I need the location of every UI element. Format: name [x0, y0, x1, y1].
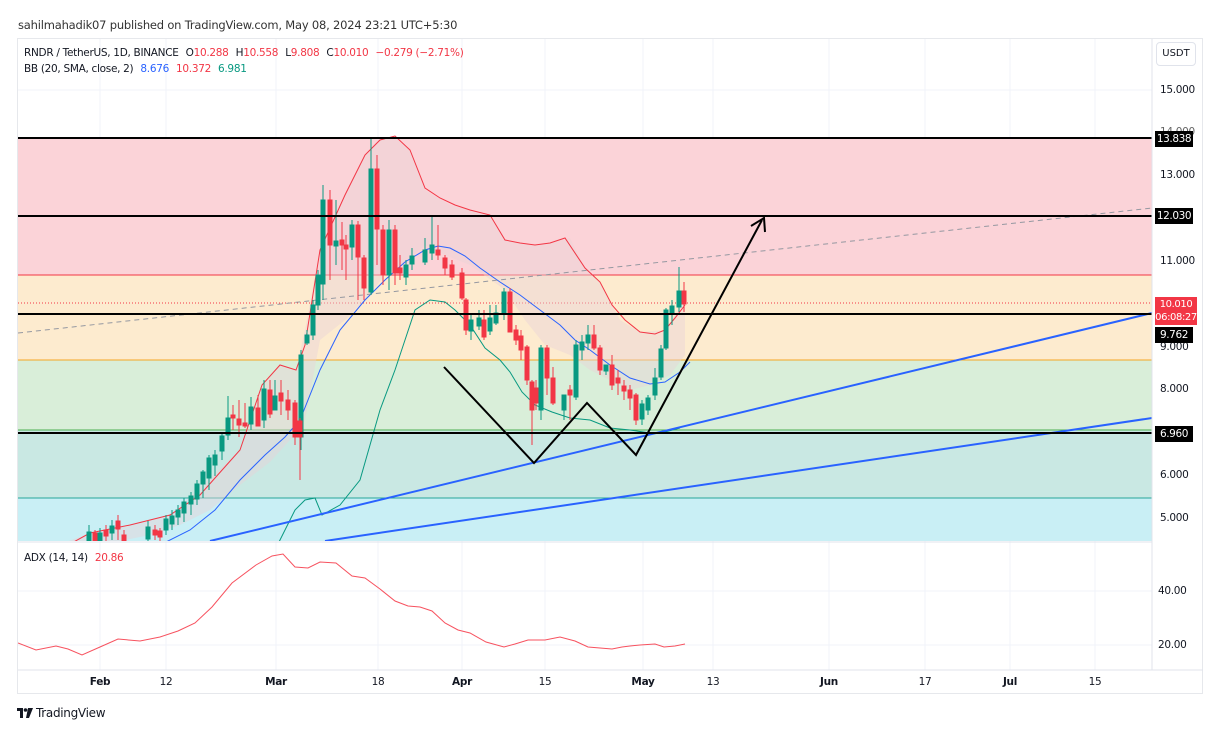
level-tag-12030: 12.030 — [1155, 208, 1193, 224]
open-value: 10.288 — [193, 47, 229, 59]
bb-basis-value: 8.676 — [140, 63, 169, 75]
price-tick: 6.000 — [1160, 469, 1189, 481]
time-tick: Mar — [265, 676, 287, 688]
close-label: C — [326, 47, 334, 59]
candlesticks — [86, 138, 687, 541]
key-levels — [18, 137, 1152, 434]
adx-value: 20.86 — [94, 552, 124, 564]
bb-upper-value: 10.372 — [176, 63, 211, 75]
tradingview-logo[interactable]: TradingView — [17, 706, 106, 720]
time-tick: 17 — [918, 676, 932, 688]
time-tick: Apr — [452, 676, 472, 688]
high-label: H — [235, 47, 244, 59]
zone-cyan — [18, 498, 1152, 541]
level-tag-13838: 13.838 — [1155, 131, 1193, 147]
close-value: 10.010 — [333, 47, 369, 59]
time-tick: 13 — [706, 676, 720, 688]
symbol-name: RNDR / TetherUS, 1D, BINANCE — [24, 47, 179, 59]
bb-label: BB (20, SMA, close, 2) — [24, 63, 134, 75]
time-tick: Jun — [820, 676, 838, 688]
price-tick: 9.000 — [1160, 341, 1189, 353]
change-value: −0.279 (−2.71%) — [375, 47, 464, 59]
low-value: 9.808 — [290, 47, 320, 59]
adx-tick: 40.00 — [1158, 585, 1187, 597]
adx-pane — [18, 553, 1152, 656]
price-tick: 15.000 — [1160, 84, 1195, 96]
time-tick: 18 — [371, 676, 385, 688]
price-tick: 8.000 — [1160, 383, 1189, 395]
level-tag-9762: 9.762 — [1155, 327, 1193, 343]
time-tick: May — [631, 676, 655, 688]
trendline-lower — [324, 417, 1152, 541]
price-tick: 5.000 — [1160, 512, 1189, 524]
level-tag-6960: 6.960 — [1155, 426, 1193, 442]
chart-frame — [17, 38, 1203, 694]
time-tick: Jul — [1002, 676, 1018, 688]
price-tick: 11.000 — [1160, 255, 1195, 267]
time-tick: 15 — [538, 676, 552, 688]
currency-button[interactable]: USDT — [1156, 42, 1196, 66]
current-price-tag: 10.010 06:08:27 — [1155, 297, 1197, 325]
branding-text: TradingView — [36, 706, 106, 720]
time-tick: 12 — [159, 676, 173, 688]
zone-orange — [18, 275, 1152, 360]
low-label: L — [285, 47, 291, 59]
trendline-upper — [209, 312, 1152, 541]
high-value: 10.558 — [243, 47, 279, 59]
time-tick: 15 — [1088, 676, 1102, 688]
zone-teal — [18, 430, 1152, 498]
publisher-line: sahilmahadik07 published on TradingView.… — [18, 18, 458, 32]
arrow-head — [750, 216, 766, 233]
symbol-legend[interactable]: RNDR / TetherUS, 1D, BINANCE O10.288 H10… — [24, 47, 464, 59]
bb-legend[interactable]: BB (20, SMA, close, 2) 8.676 10.372 6.98… — [24, 63, 247, 75]
open-label: O — [185, 47, 194, 59]
dashed-trendline — [18, 207, 1152, 334]
tradingview-logo-icon — [17, 708, 33, 718]
time-tick: Feb — [89, 676, 111, 688]
main-pane — [18, 135, 1152, 541]
price-tick: 13.000 — [1160, 169, 1195, 181]
zone-green — [18, 360, 1152, 430]
adx-label: ADX (14, 14) — [24, 552, 88, 564]
zone-red — [18, 138, 1152, 275]
current-price: 10.010 — [1159, 299, 1193, 310]
adx-legend[interactable]: ADX (14, 14) 20.86 — [24, 552, 124, 564]
bb-lower-value: 6.981 — [218, 63, 247, 75]
double-bottom-pattern — [443, 219, 763, 465]
bar-countdown: 06:08:27 — [1155, 312, 1197, 323]
adx-tick: 20.00 — [1158, 639, 1187, 651]
